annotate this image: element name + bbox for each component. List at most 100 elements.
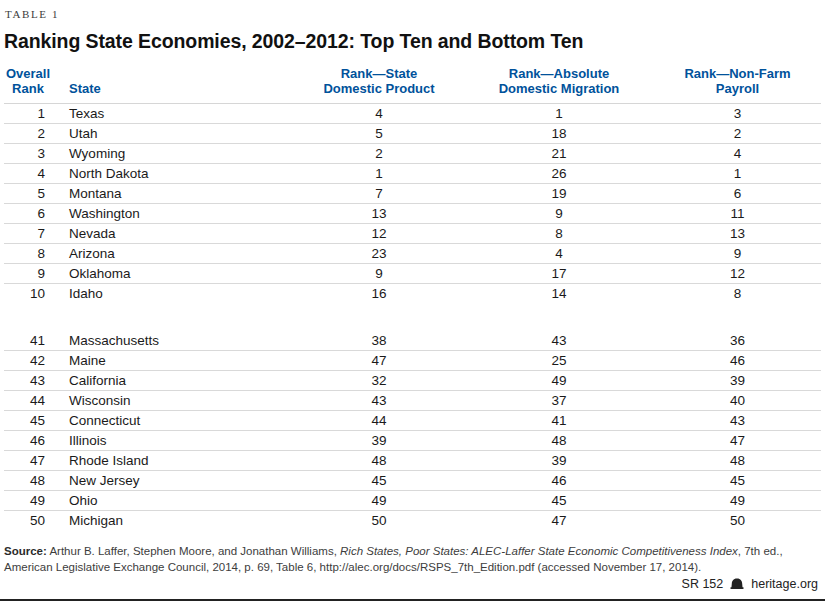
state-cell: Washington bbox=[60, 204, 294, 224]
overall-rank-cell: 50 bbox=[4, 511, 60, 531]
payroll-rank-cell: 47 bbox=[654, 431, 821, 451]
table-header: OverallRankStateRank—StateDomestic Produ… bbox=[4, 66, 821, 104]
migration-rank-cell: 18 bbox=[464, 124, 654, 144]
migration-rank-cell: 26 bbox=[464, 164, 654, 184]
payroll-rank-cell: 40 bbox=[654, 391, 821, 411]
table-row: 41Massachusetts384336 bbox=[4, 331, 821, 351]
state-cell: Wyoming bbox=[60, 144, 294, 164]
table-row: 2Utah5182 bbox=[4, 124, 821, 144]
table-row: 43California324939 bbox=[4, 371, 821, 391]
table-row: 50Michigan504750 bbox=[4, 511, 821, 531]
column-header-state: State bbox=[60, 66, 294, 104]
state-cell: Michigan bbox=[60, 511, 294, 531]
state-cell: Connecticut bbox=[60, 411, 294, 431]
migration-rank-cell: 8 bbox=[464, 224, 654, 244]
overall-rank-cell: 4 bbox=[4, 164, 60, 184]
overall-rank-cell: 5 bbox=[4, 184, 60, 204]
state-cell: Wisconsin bbox=[60, 391, 294, 411]
sdp-rank-cell: 23 bbox=[294, 244, 464, 264]
top-ten-body: 1Texas4132Utah51823Wyoming22144North Dak… bbox=[4, 104, 821, 304]
sdp-rank-cell: 2 bbox=[294, 144, 464, 164]
table-row: 45Connecticut444143 bbox=[4, 411, 821, 431]
table-row: 46Illinois394847 bbox=[4, 431, 821, 451]
table-row: 7Nevada12813 bbox=[4, 224, 821, 244]
table-label: TABLE 1 bbox=[5, 8, 821, 20]
state-cell: Rhode Island bbox=[60, 451, 294, 471]
migration-rank-cell: 4 bbox=[464, 244, 654, 264]
sdp-rank-cell: 39 bbox=[294, 431, 464, 451]
payroll-rank-cell: 6 bbox=[654, 184, 821, 204]
state-cell: Texas bbox=[60, 104, 294, 124]
overall-rank-cell: 7 bbox=[4, 224, 60, 244]
sdp-rank-cell: 12 bbox=[294, 224, 464, 244]
spacer-cell bbox=[4, 303, 821, 331]
sdp-rank-cell: 4 bbox=[294, 104, 464, 124]
payroll-rank-cell: 13 bbox=[654, 224, 821, 244]
doc-id: SR 152 bbox=[682, 577, 724, 591]
sdp-rank-cell: 1 bbox=[294, 164, 464, 184]
source-text-pre: Arthur B. Laffer, Stephen Moore, and Jon… bbox=[47, 545, 340, 557]
migration-rank-cell: 25 bbox=[464, 351, 654, 371]
sdp-rank-cell: 44 bbox=[294, 411, 464, 431]
column-header-payroll-rank: Rank—Non-FarmPayroll bbox=[654, 66, 821, 104]
table-row: 44Wisconsin433740 bbox=[4, 391, 821, 411]
heritage-bell-icon bbox=[729, 578, 745, 591]
payroll-rank-cell: 46 bbox=[654, 351, 821, 371]
overall-rank-cell: 8 bbox=[4, 244, 60, 264]
payroll-rank-cell: 48 bbox=[654, 451, 821, 471]
column-header-overall-rank: OverallRank bbox=[4, 66, 60, 104]
bottom-ten-body: 41Massachusetts38433642Maine47254643Cali… bbox=[4, 331, 821, 530]
table-row: 6Washington13911 bbox=[4, 204, 821, 224]
table-row: 3Wyoming2214 bbox=[4, 144, 821, 164]
payroll-rank-cell: 3 bbox=[654, 104, 821, 124]
migration-rank-cell: 21 bbox=[464, 144, 654, 164]
table-row: 1Texas413 bbox=[4, 104, 821, 124]
table-row: 4North Dakota1261 bbox=[4, 164, 821, 184]
state-cell: Oklahoma bbox=[60, 264, 294, 284]
migration-rank-cell: 48 bbox=[464, 431, 654, 451]
migration-rank-cell: 1 bbox=[464, 104, 654, 124]
table-row: 48New Jersey454645 bbox=[4, 471, 821, 491]
sdp-rank-cell: 16 bbox=[294, 284, 464, 304]
state-cell: Illinois bbox=[60, 431, 294, 451]
migration-rank-cell: 39 bbox=[464, 451, 654, 471]
overall-rank-cell: 49 bbox=[4, 491, 60, 511]
source-note: Source: Arthur B. Laffer, Stephen Moore,… bbox=[4, 544, 812, 575]
overall-rank-cell: 45 bbox=[4, 411, 60, 431]
migration-rank-cell: 19 bbox=[464, 184, 654, 204]
sdp-rank-cell: 43 bbox=[294, 391, 464, 411]
migration-rank-cell: 45 bbox=[464, 491, 654, 511]
state-cell: Arizona bbox=[60, 244, 294, 264]
migration-rank-cell: 49 bbox=[464, 371, 654, 391]
source-text-italic: Rich States, Poor States: ALEC-Laffer St… bbox=[340, 545, 738, 557]
overall-rank-cell: 42 bbox=[4, 351, 60, 371]
migration-rank-cell: 14 bbox=[464, 284, 654, 304]
table-row: 42Maine472546 bbox=[4, 351, 821, 371]
state-cell: Idaho bbox=[60, 284, 294, 304]
sdp-rank-cell: 32 bbox=[294, 371, 464, 391]
payroll-rank-cell: 9 bbox=[654, 244, 821, 264]
migration-rank-cell: 41 bbox=[464, 411, 654, 431]
migration-rank-cell: 46 bbox=[464, 471, 654, 491]
sdp-rank-cell: 50 bbox=[294, 511, 464, 531]
overall-rank-cell: 47 bbox=[4, 451, 60, 471]
payroll-rank-cell: 2 bbox=[654, 124, 821, 144]
overall-rank-cell: 48 bbox=[4, 471, 60, 491]
sdp-rank-cell: 38 bbox=[294, 331, 464, 351]
state-cell: Nevada bbox=[60, 224, 294, 244]
overall-rank-cell: 1 bbox=[4, 104, 60, 124]
overall-rank-cell: 41 bbox=[4, 331, 60, 351]
sdp-rank-cell: 13 bbox=[294, 204, 464, 224]
header-row: OverallRankStateRank—StateDomestic Produ… bbox=[4, 66, 821, 104]
report-page: TABLE 1 Ranking State Economies, 2002–20… bbox=[0, 0, 825, 610]
payroll-rank-cell: 50 bbox=[654, 511, 821, 531]
overall-rank-cell: 9 bbox=[4, 264, 60, 284]
sdp-rank-cell: 7 bbox=[294, 184, 464, 204]
group-spacer bbox=[4, 303, 821, 331]
sdp-rank-cell: 48 bbox=[294, 451, 464, 471]
page-footer: SR 152 heritage.org bbox=[682, 577, 818, 591]
source-label: Source: bbox=[4, 545, 47, 557]
payroll-rank-cell: 45 bbox=[654, 471, 821, 491]
payroll-rank-cell: 43 bbox=[654, 411, 821, 431]
site-url: heritage.org bbox=[751, 577, 818, 591]
